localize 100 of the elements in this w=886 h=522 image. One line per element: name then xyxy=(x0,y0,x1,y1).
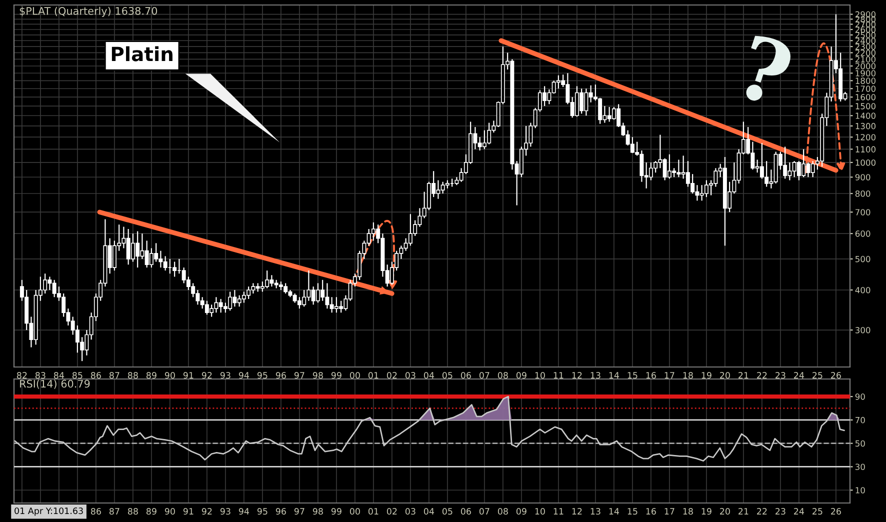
x-tick-label: 98 xyxy=(312,372,323,379)
x-tick-label: 13 xyxy=(590,372,600,379)
x-tick-label: 00 xyxy=(350,372,360,379)
x-tick-label: 95 xyxy=(257,372,268,379)
x-tick-label: 10 xyxy=(535,372,545,379)
line-series xyxy=(14,396,845,462)
y-tick-label: 800 xyxy=(855,190,870,197)
x-tick-label: 01 xyxy=(368,508,378,515)
y-tick-label: 600 xyxy=(855,230,870,237)
x-tick-label: 99 xyxy=(331,372,342,379)
y-tick-label: 500 xyxy=(856,256,870,262)
y-tick-label: 1100 xyxy=(856,146,876,152)
x-tick-label: 07 xyxy=(479,372,490,379)
x-tick-label: 85 xyxy=(72,372,82,379)
x-tick-label: 24 xyxy=(794,372,804,379)
x-tick-label: 09 xyxy=(516,372,526,379)
x-tick-label: 89 xyxy=(146,508,156,515)
y-tick-label: 90 xyxy=(855,394,865,400)
y-tick-label: 1900 xyxy=(856,70,876,76)
x-tick-label: 17 xyxy=(664,508,674,515)
x-tick-label: 01 xyxy=(368,372,378,379)
x-tick-label: 14 xyxy=(609,372,620,379)
x-tick-label: 13 xyxy=(590,508,600,515)
x-tick-label: 08 xyxy=(498,508,508,515)
x-tick-label: 97 xyxy=(294,372,304,379)
x-tick-label: 23 xyxy=(776,508,786,515)
x-tick-label: 14 xyxy=(609,508,620,515)
x-tick-label: 05 xyxy=(442,508,452,515)
x-tick-label: 20 xyxy=(720,508,730,515)
x-tick-label: 11 xyxy=(554,372,564,379)
y-tick-label: 1700 xyxy=(856,86,876,92)
x-tick-label: 91 xyxy=(183,508,194,515)
x-tick-label: 87 xyxy=(109,372,120,379)
y-tick-label: 1000 xyxy=(856,159,876,166)
x-tick-label: 02 xyxy=(386,508,397,515)
x-tick-label: 26 xyxy=(831,372,841,379)
y-tick-label: 70 xyxy=(856,416,865,424)
y-tick-label: 1800 xyxy=(856,78,876,84)
x-tick-label: 17 xyxy=(664,372,674,379)
y-tick-label: 900 xyxy=(855,174,870,180)
y-tick-label: 1600 xyxy=(856,94,876,100)
x-tick-label: 06 xyxy=(460,508,471,515)
x-tick-label: 08 xyxy=(498,372,508,379)
y-tick-label: 30 xyxy=(855,464,865,470)
x-tick-label: 90 xyxy=(164,372,175,379)
x-tick-label: 93 xyxy=(220,372,230,379)
y-tick-label: 2200 xyxy=(855,50,876,56)
annotation: ? xyxy=(736,33,795,108)
x-tick-label: 88 xyxy=(128,372,138,379)
x-tick-label: 83 xyxy=(35,372,46,379)
x-tick-label: 04 xyxy=(424,372,434,379)
x-tick-label: 96 xyxy=(276,372,286,379)
x-tick-label: 15 xyxy=(628,508,638,515)
x-tick-label: 05 xyxy=(442,372,452,379)
y-tick-label: 700 xyxy=(856,209,870,216)
x-tick-label: 92 xyxy=(202,508,212,515)
y-tick-label: 1200 xyxy=(856,134,876,140)
chart-title: $PLAT (Quarterly) 1638.70 xyxy=(20,6,158,17)
x-tick-label: 09 xyxy=(516,508,526,515)
x-tick-label: 86 xyxy=(90,508,101,515)
x-tick-label: 06 xyxy=(460,372,471,379)
x-tick-label: 19 xyxy=(702,508,712,515)
y-tick-label: 2400 xyxy=(855,38,876,44)
chart-title: RSI(14) 60.79 xyxy=(20,380,90,389)
annotation: Platin xyxy=(112,46,172,62)
y-tick-label: 2100 xyxy=(855,56,876,62)
x-tick-label: 21 xyxy=(738,508,748,515)
y-tick-label: 1400 xyxy=(856,112,876,119)
x-tick-label: 25 xyxy=(812,508,822,515)
x-tick-label: 98 xyxy=(312,508,323,515)
x-tick-label: 93 xyxy=(220,508,230,515)
y-tick-label: 1300 xyxy=(856,122,876,130)
x-tick-label: 86 xyxy=(90,372,101,379)
text: 01 Apr Y:101.63 xyxy=(14,507,83,516)
x-tick-label: 04 xyxy=(424,508,434,515)
x-tick-label: 97 xyxy=(294,508,304,515)
y-tick-label: 400 xyxy=(855,286,870,294)
x-tick-label: 94 xyxy=(238,372,250,379)
x-tick-label: 21 xyxy=(738,372,748,379)
x-tick-label: 02 xyxy=(386,372,397,379)
x-tick-label: 26 xyxy=(831,508,841,515)
x-tick-label: 20 xyxy=(720,372,730,379)
x-tick-label: 22 xyxy=(757,508,767,515)
x-tick-label: 16 xyxy=(646,372,656,379)
x-tick-label: 03 xyxy=(405,508,416,515)
x-tick-label: 94 xyxy=(238,508,250,515)
x-tick-label: 92 xyxy=(202,372,212,379)
y-tick-label: 2300 xyxy=(855,44,876,50)
y-tick-label: 10 xyxy=(856,487,865,494)
x-tick-label: 19 xyxy=(702,372,712,379)
x-tick-label: 25 xyxy=(812,372,822,379)
x-tick-label: 07 xyxy=(479,508,490,515)
x-tick-label: 23 xyxy=(776,372,786,379)
x-tick-label: 90 xyxy=(164,508,175,515)
x-tick-label: 22 xyxy=(757,372,767,379)
x-tick-label: 96 xyxy=(276,508,286,515)
x-tick-label: 12 xyxy=(572,508,582,515)
y-tick-label: 300 xyxy=(855,327,870,334)
y-tick-label: 2000 xyxy=(855,62,876,70)
x-tick-label: 10 xyxy=(535,508,545,515)
